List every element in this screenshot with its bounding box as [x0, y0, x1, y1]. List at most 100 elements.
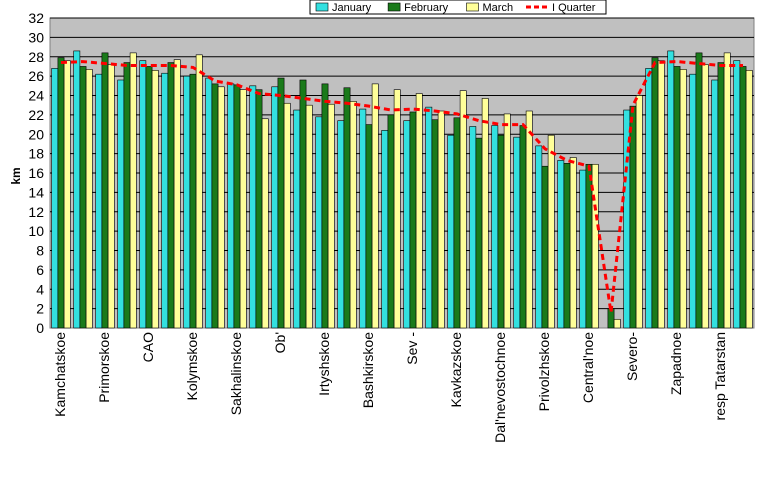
x-tick-label: Sev - — [404, 332, 420, 365]
bar-february — [739, 66, 747, 329]
bar-february — [343, 87, 351, 329]
bar-march — [613, 318, 621, 329]
bar-march — [283, 102, 291, 329]
bar-january — [139, 60, 147, 329]
bar-january — [249, 85, 257, 329]
bar-march — [569, 157, 577, 329]
bar-march — [591, 163, 599, 329]
bar-january — [557, 160, 565, 329]
y-tick-label: 14 — [28, 184, 44, 200]
bar-february — [475, 137, 483, 329]
bar-january — [337, 120, 345, 329]
x-tick-label: Bashkirskoe — [360, 332, 376, 408]
bar-march — [151, 70, 159, 329]
bar-march — [481, 98, 489, 329]
legend-label: I Quarter — [552, 2, 596, 14]
bar-march — [459, 90, 467, 329]
bar-january — [733, 60, 741, 329]
legend: January February March I Quarter — [309, 0, 607, 15]
bar-january — [359, 108, 367, 329]
bar-march — [261, 118, 269, 329]
y-tick-label: 0 — [36, 320, 44, 336]
bar-january — [711, 79, 719, 329]
bar-february — [145, 66, 153, 329]
y-axis-title: km — [9, 167, 23, 184]
x-tick-label: Primorskoe — [96, 332, 112, 403]
bar-january — [293, 109, 301, 329]
bar-march — [503, 113, 511, 329]
bar-march — [217, 86, 225, 329]
bar-january — [579, 169, 587, 329]
bar-january — [315, 116, 323, 329]
bar-february — [519, 125, 527, 329]
bar-february — [409, 111, 417, 329]
bar-march — [635, 95, 643, 329]
bar-january — [95, 73, 103, 329]
bar-march — [107, 64, 115, 329]
x-tick-label: Sakhalinskoe — [228, 332, 244, 415]
bar-january — [425, 106, 433, 329]
bar-march — [679, 69, 687, 329]
bar-january — [535, 145, 543, 329]
x-tick-label: Kamchatskoe — [52, 332, 68, 417]
bar-march — [85, 69, 93, 329]
bar-february — [453, 117, 461, 329]
bar-march — [195, 54, 203, 329]
x-tick-label: Kolymskoe — [184, 332, 200, 401]
bar-january — [161, 72, 169, 329]
bar-march — [525, 110, 533, 329]
y-tick-label: 20 — [28, 126, 44, 142]
bar-february — [695, 52, 703, 329]
bar-january — [447, 134, 455, 329]
bar-february — [717, 62, 725, 329]
bar-march — [745, 70, 753, 329]
bar-february — [387, 114, 395, 329]
bar-january — [667, 50, 675, 329]
bar-february — [673, 66, 681, 329]
y-tick-label: 26 — [28, 68, 44, 84]
y-tick-label: 10 — [28, 223, 44, 239]
bar-february — [167, 62, 175, 329]
y-tick-label: 28 — [28, 49, 44, 65]
x-tick-label: Central'noe — [580, 332, 596, 403]
y-tick-label: 4 — [36, 281, 44, 297]
bar-march — [327, 103, 335, 329]
legend-label: February — [404, 2, 449, 14]
bar-january — [73, 50, 81, 329]
bar-march — [63, 60, 71, 329]
bar-february — [101, 52, 109, 329]
x-tick-label: Severo- — [624, 332, 640, 381]
bar-february — [541, 165, 549, 329]
bar-january — [381, 130, 389, 329]
y-tick-label: 30 — [28, 29, 44, 45]
y-tick-label: 22 — [28, 107, 44, 123]
y-tick-label: 24 — [28, 88, 44, 104]
legend-label: March — [483, 2, 514, 14]
y-tick-label: 32 — [28, 10, 44, 26]
bar-march — [371, 83, 379, 329]
bar-february — [563, 163, 571, 329]
legend-swatch — [387, 2, 401, 12]
bar-february — [189, 73, 197, 329]
bar-february — [651, 57, 659, 329]
bar-february — [79, 66, 87, 329]
bar-january — [491, 125, 499, 329]
x-tick-label: Ob' — [272, 332, 288, 353]
bar-january — [51, 68, 59, 329]
bar-february — [233, 84, 241, 329]
x-tick-label: Zapadnoe — [668, 332, 684, 395]
bar-february — [497, 134, 505, 329]
legend-box — [309, 0, 607, 15]
bar-march — [547, 134, 555, 329]
bar-february — [299, 79, 307, 329]
bar-february — [123, 62, 131, 329]
bar-march — [415, 93, 423, 329]
bar-march — [701, 64, 709, 329]
bar-january — [183, 75, 191, 329]
y-tick-label: 2 — [36, 301, 44, 317]
bar-january — [469, 126, 477, 329]
legend-swatch — [466, 2, 479, 12]
x-tick-label: Kavkazskoe — [448, 332, 464, 408]
bar-january — [117, 79, 125, 329]
